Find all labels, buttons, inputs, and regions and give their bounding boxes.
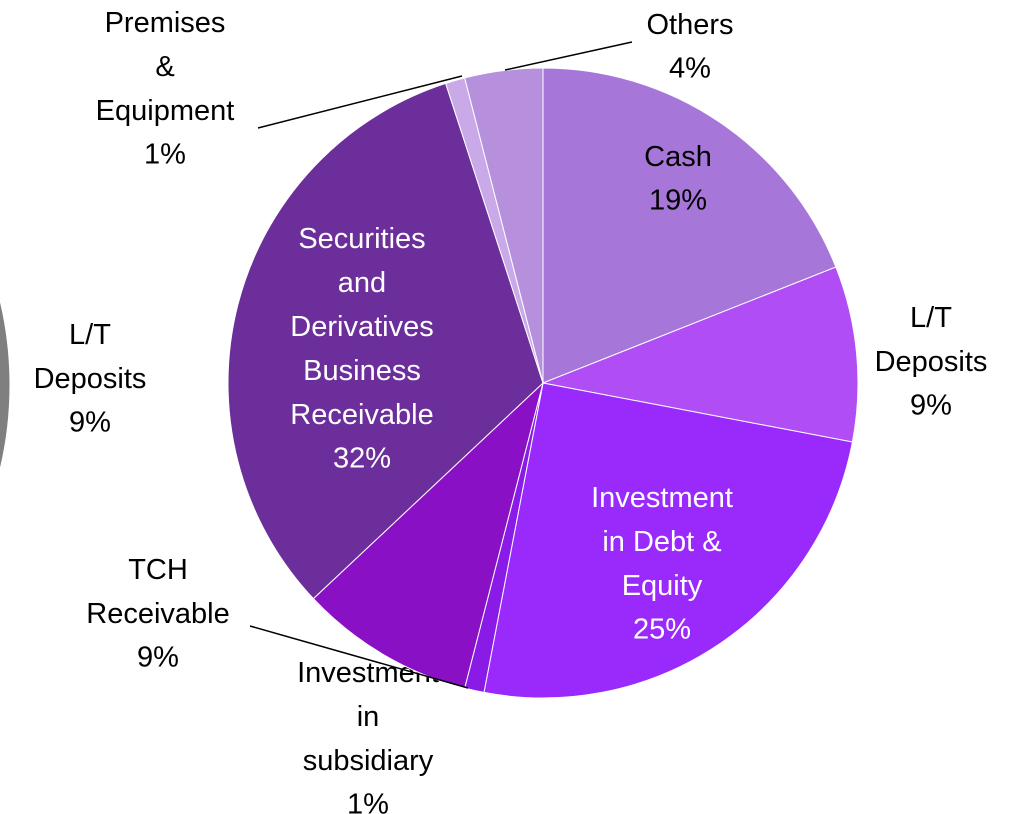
pie-slice	[464, 67, 544, 384]
slice-label: Cash	[644, 141, 712, 173]
slice-value-label: 1%	[347, 789, 389, 814]
label-line: Receivable	[86, 598, 229, 630]
leader-line	[257, 75, 463, 129]
slice-value-label: 9%	[69, 407, 111, 439]
label-line: Securities	[298, 223, 425, 255]
label-line: Others	[646, 9, 733, 41]
pie-slice	[312, 381, 544, 689]
label-line: Investment	[591, 482, 733, 514]
label-line: Deposits	[34, 363, 147, 395]
label-line: and	[338, 267, 386, 299]
slice-label: Investment in Debt & Equity	[591, 482, 733, 602]
slice-value-label: 32%	[333, 443, 391, 475]
leader-line	[249, 625, 469, 689]
label-line: Receivable	[290, 399, 433, 431]
label-line: in Debt &	[602, 526, 721, 558]
slice-value-label: 4%	[669, 53, 711, 85]
label-line: Business	[303, 355, 421, 387]
slice-value-label: 9%	[910, 390, 952, 422]
label-line: Equipment	[96, 95, 235, 127]
slice-value-label: 1%	[144, 139, 186, 171]
slice-label: L/T Deposits	[875, 302, 988, 378]
label-line: Premises	[105, 7, 226, 39]
slice-value-label: 9%	[137, 642, 179, 674]
slice-label: Investment in subsidiary	[297, 657, 439, 777]
label-line: in	[357, 701, 380, 733]
pie-slice	[542, 67, 837, 384]
leader-line	[504, 41, 633, 71]
pie-slice	[0, 298, 11, 472]
pie-slice	[541, 266, 859, 443]
slice-value-label: 19%	[649, 185, 707, 217]
pie-slice	[227, 82, 544, 600]
label-line: &	[155, 51, 174, 83]
slice-label: Securities and Derivatives Business Receivab…	[290, 223, 433, 431]
slice-value-label: 25%	[633, 614, 691, 646]
label-line: Deposits	[875, 346, 988, 378]
slice-label: L/T Deposits	[34, 319, 147, 395]
label-line: Equity	[622, 570, 703, 602]
slice-label: Premises & Equipment	[96, 7, 235, 127]
label-line: TCH	[128, 554, 188, 586]
label-line: L/T	[69, 319, 111, 351]
label-line: Derivatives	[290, 311, 433, 343]
label-line: subsidiary	[303, 745, 434, 777]
label-line: L/T	[910, 302, 952, 334]
slice-label: TCH Receivable	[86, 554, 229, 630]
label-line: Cash	[644, 141, 712, 173]
pie-slice	[483, 382, 854, 699]
slice-label: Others	[646, 9, 733, 41]
